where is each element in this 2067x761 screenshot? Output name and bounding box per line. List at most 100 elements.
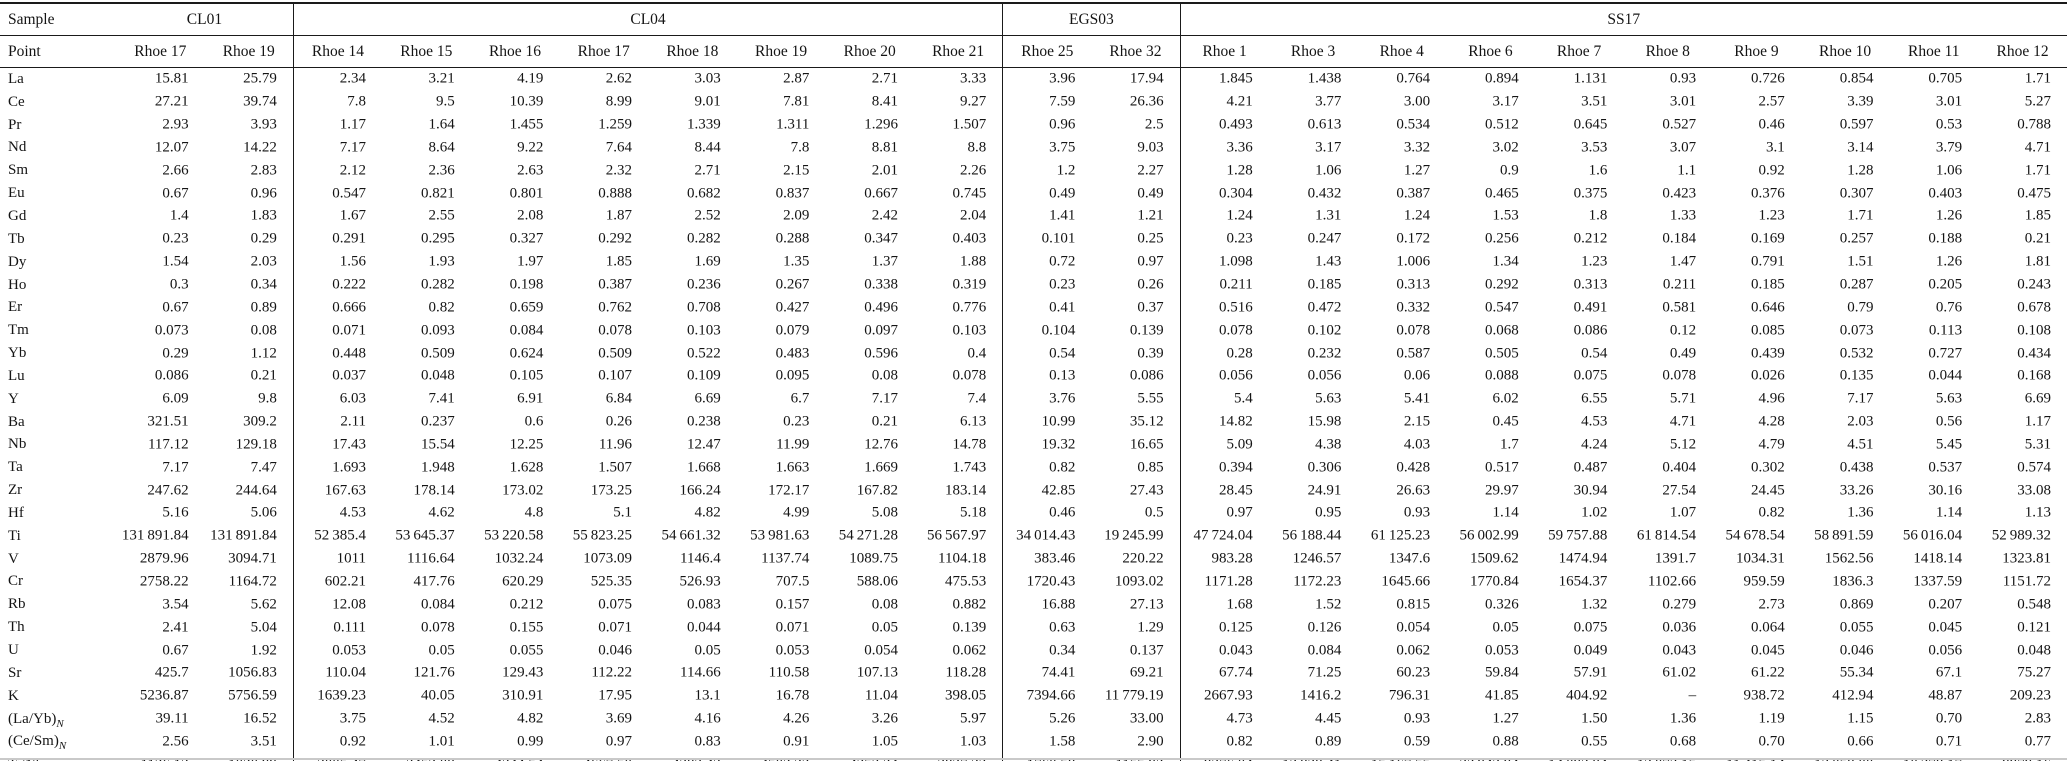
data-cell: 1.507 [952,116,987,133]
data-cell: 3.75 [292,707,383,731]
data-cell: 0.103 [686,322,721,339]
data-cell: 0.172 [1396,230,1431,247]
data-cell: 0.29 [250,230,277,247]
data-cell: 0.624 [509,345,544,362]
table-row-pr: Pr 2.93 3.93 1.17 1.64 1.455 1.259 1.339 1.311 1.… [0,113,2067,137]
data-cell: 398.05 [944,687,987,704]
data-cell: 39.74 [243,93,277,110]
data-cell: 0.465 [1485,185,1519,202]
row-label: Y [8,390,19,407]
data-cell: 0.5 [1144,504,1164,521]
data-cell: 0.93 [1403,710,1431,727]
data-cell: 110.04 [292,661,383,685]
point-header-11: Rhoe 32 [1091,35,1181,68]
row-label: La [8,70,24,87]
data-cell: 1126.13 [116,753,205,761]
data-cell: 27.13 [1129,596,1164,613]
data-cell: 0.073 [154,322,189,339]
data-cell: 4502.22 [737,753,826,761]
data-cell: 0.26 [605,413,633,430]
point-header-10: Rhoe 25 [1002,35,1092,68]
data-cell: 3.96 [1002,67,1092,91]
table-row-er: Er 0.67 0.89 0.666 0.82 0.659 0.762 0.708 0.427 0… [0,296,2067,320]
data-cell: 1034.31 [1736,550,1785,567]
data-cell: 0.894 [1485,70,1519,87]
data-cell: 6.02 [1492,390,1519,407]
data-cell: 0.67 [162,185,189,202]
data-cell: 0.292 [1485,276,1519,293]
data-cell: 2.03 [1847,413,1874,430]
data-cell: 3.51 [1581,93,1608,110]
data-cell: 6.03 [292,387,383,411]
table-row-sr: Sr 425.7 1056.83 110.04 121.76 129.43 112.22 11… [0,661,2067,685]
data-cell: 5.63 [1315,390,1342,407]
data-cell: 1.71 [1847,207,1874,224]
data-cell: 167.82 [856,482,899,499]
data-cell: 7.59 [1002,90,1092,114]
table-row-tb: Tb 0.23 0.29 0.291 0.295 0.327 0.292 0.282 0.288… [0,227,2067,251]
data-cell: 0.157 [775,596,810,613]
data-cell: 4.79 [1758,436,1785,453]
data-cell: 6.69 [2024,390,2051,407]
data-cell: 1418.14 [1913,550,1963,567]
data-cell: 0.045 [1751,642,1785,659]
data-cell: 1246.57 [1292,550,1342,567]
table-row-ta: Ta 7.17 7.47 1.693 1.948 1.628 1.507 1.668 1.663… [0,456,2067,480]
data-cell: 110.58 [768,664,810,681]
data-cell: 1760.58 [1002,753,1092,761]
data-cell: 0.596 [864,345,899,362]
point-header-5: Rhoe 17 [559,35,649,68]
data-cell: 4.24 [1581,436,1608,453]
data-cell: 1.06 [1315,162,1342,179]
data-cell: 1.006 [1396,253,1431,270]
data-cell: 74.41 [1002,661,1092,685]
data-cell: 15.98 [1307,413,1342,430]
row-label: Th [8,619,25,636]
data-cell: 0.188 [1928,230,1963,247]
data-cell: 0.21 [871,413,899,430]
data-cell: 0.791 [1751,253,1785,270]
data-cell: 5.63 [1935,390,1963,407]
data-cell: 1.35 [783,253,810,270]
data-cell: 27.21 [154,93,189,110]
data-cell: 0.67 [162,642,189,659]
data-cell: 8.64 [428,139,455,156]
data-cell: 7394.66 [1002,684,1092,708]
data-cell: 1.85 [605,253,633,270]
data-cell: 0.82 [1758,504,1785,521]
data-cell: 3.1 [1766,139,1785,156]
data-cell: 0.338 [864,276,899,293]
point-header-19: Rhoe 10 [1800,35,1890,68]
table-row-hf: Hf 5.16 5.06 4.53 4.62 4.8 5.1 4.82 4.99 5.08 5.18… [0,502,2067,525]
data-cell: 0.645 [1573,116,1608,133]
row-label: (Ce/Sm)N [8,733,67,753]
data-cell: 1.24 [1403,207,1431,224]
data-cell: 1.17 [292,113,383,137]
data-cell: 5.26 [1002,707,1092,731]
data-cell: 32 942.94 [1446,753,1535,761]
data-cell: 12.08 [292,593,383,617]
table-row-dy: Dy 1.54 2.03 1.56 1.93 1.97 1.85 1.69 1.35 1.37 1.… [0,250,2067,274]
data-cell: 8.8 [967,139,987,156]
data-cell: 54 271.28 [838,527,899,544]
data-cell: 0.078 [1179,319,1269,343]
group-header-egs03: EGS03 [1002,3,1181,36]
data-cell: 3.01 [1669,93,1697,110]
data-cell: 13 058.00 [1801,753,1890,761]
data-cell: 0.048 [420,367,455,384]
data-cell: 178.14 [413,482,455,499]
data-cell: 3.76 [1002,387,1092,411]
point-header-20: Rhoe 11 [1889,35,1979,68]
data-cell: 0.45 [1492,413,1519,430]
row-label: Rb [8,596,26,613]
data-cell: 417.76 [413,573,455,590]
data-cell: 4.8 [524,504,544,521]
data-cell: 1770.84 [1470,573,1519,590]
data-cell: 2.27 [1137,162,1164,179]
data-cell: 3.00 [1403,93,1431,110]
row-label: Sm [8,162,29,179]
data-cell: 0.21 [2024,230,2051,247]
data-cell: 0.036 [1662,619,1697,636]
data-cell: 0.574 [2017,459,2051,476]
data-cell: 0.078 [420,619,455,636]
